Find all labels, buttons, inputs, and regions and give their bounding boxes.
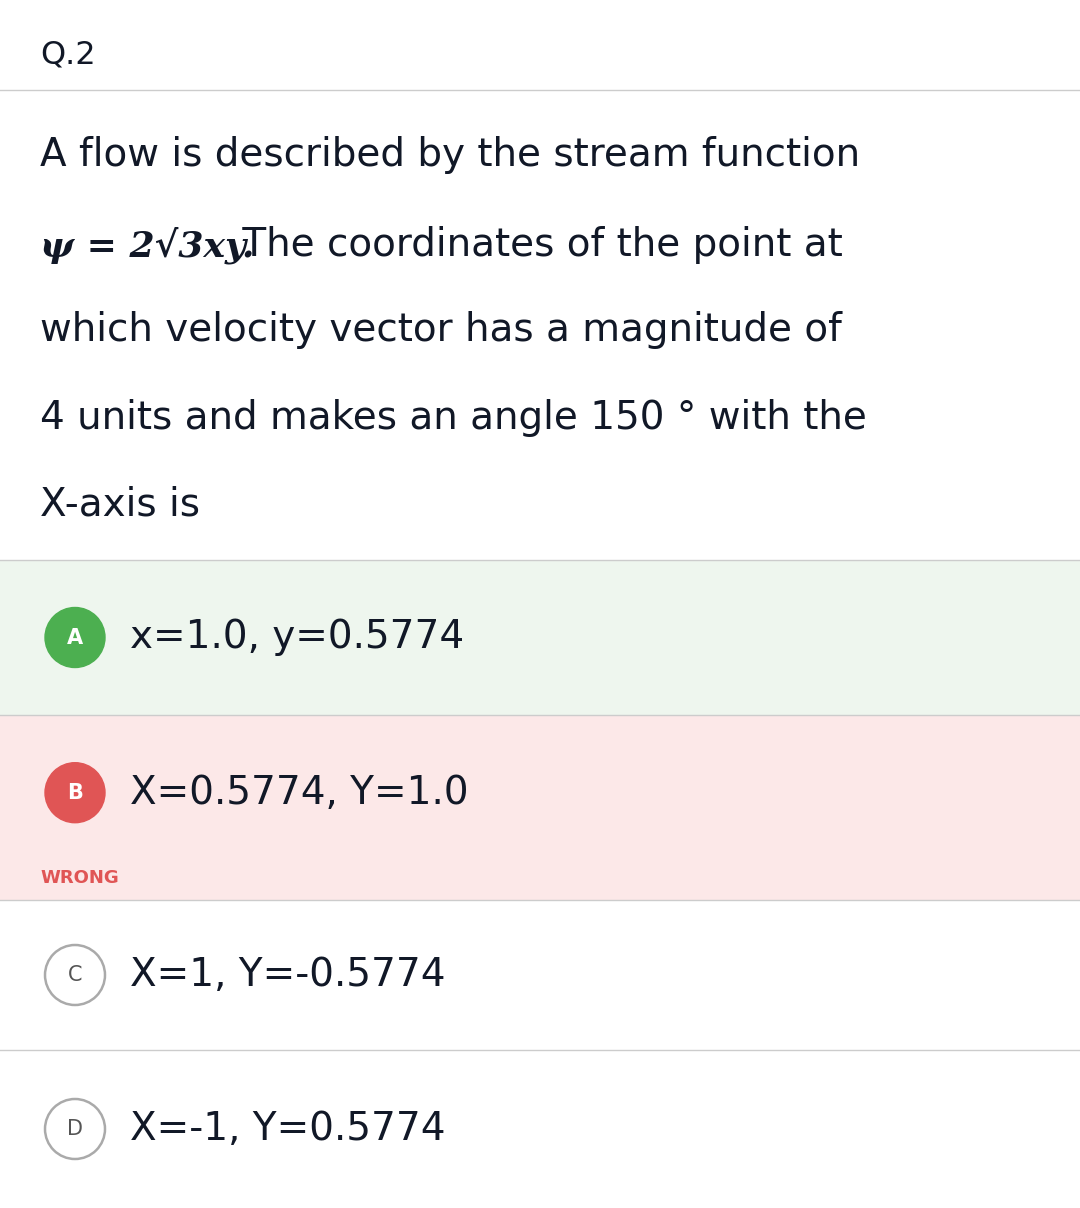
Text: C: C <box>68 965 82 985</box>
Text: WRONG: WRONG <box>40 869 119 887</box>
Text: X-axis is: X-axis is <box>40 486 200 524</box>
Circle shape <box>45 762 105 823</box>
Circle shape <box>45 608 105 668</box>
Text: which velocity vector has a magnitude of: which velocity vector has a magnitude of <box>40 310 842 349</box>
Text: X=-1, Y=0.5774: X=-1, Y=0.5774 <box>130 1110 446 1148</box>
Text: D: D <box>67 1119 83 1139</box>
Text: X=0.5774, Y=1.0: X=0.5774, Y=1.0 <box>130 773 469 812</box>
Text: A flow is described by the stream function: A flow is described by the stream functi… <box>40 137 860 174</box>
Bar <box>0 561 1080 715</box>
Text: x=1.0, y=0.5774: x=1.0, y=0.5774 <box>130 618 464 656</box>
Text: ψ = 2√3xy.: ψ = 2√3xy. <box>40 226 255 263</box>
Text: Q.2: Q.2 <box>40 40 96 70</box>
Text: A: A <box>67 627 83 647</box>
Text: 4 units and makes an angle 150 ° with the: 4 units and makes an angle 150 ° with th… <box>40 399 867 437</box>
Text: B: B <box>67 783 83 802</box>
Text: The coordinates of the point at: The coordinates of the point at <box>230 226 842 265</box>
Bar <box>0 715 1080 900</box>
Text: X=1, Y=-0.5774: X=1, Y=-0.5774 <box>130 956 446 994</box>
